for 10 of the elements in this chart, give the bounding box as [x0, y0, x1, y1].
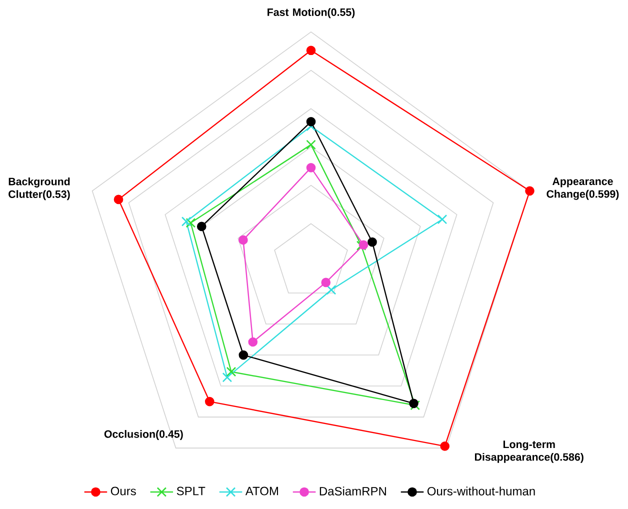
- spoke-label: Appearance Change(0.599): [546, 178, 619, 200]
- legend-label: Ours: [110, 486, 136, 496]
- spoke-label: Background Clutter(0.53): [8, 177, 70, 200]
- spoke-label: Fast Motion(0.55): [268, 8, 355, 18]
- spoke-label: Long-term Disappearance(0.586): [474, 440, 584, 463]
- legend-label: SPLT: [176, 486, 206, 496]
- legend-label: Ours-without-human: [427, 486, 535, 496]
- legend-label: ATOM: [245, 486, 278, 496]
- legend-label: DaSiamRPN: [320, 486, 386, 496]
- spoke-label: Occlusion(0.45): [104, 430, 183, 440]
